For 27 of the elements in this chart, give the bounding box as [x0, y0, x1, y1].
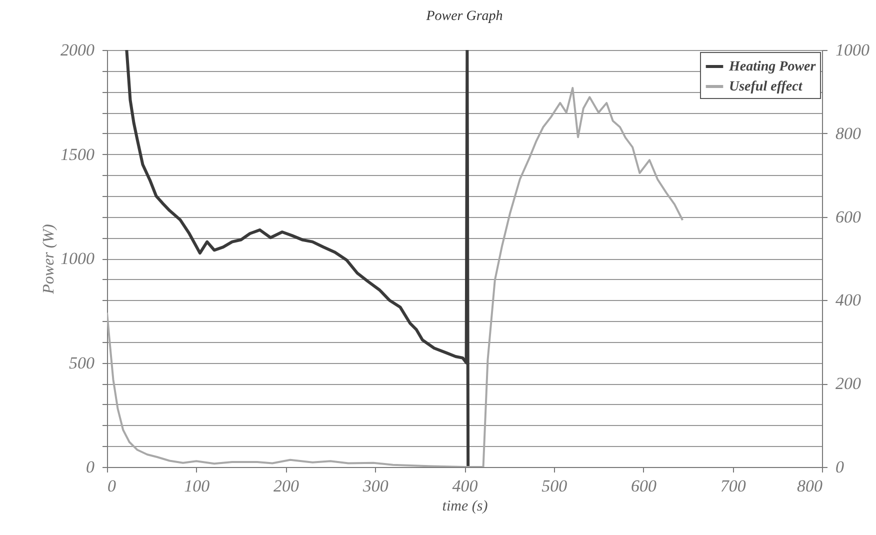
- line-series: [125, 50, 470, 467]
- y2-tick-label: 600: [836, 207, 862, 226]
- chart-title: Power Graph: [425, 9, 503, 24]
- x-axis-title: time (s): [442, 498, 488, 514]
- y2-tick-label: 400: [836, 290, 862, 310]
- y2-tick-label: 800: [836, 124, 862, 143]
- line-series: [107, 86, 684, 467]
- x-tick-label: 500: [542, 476, 568, 496]
- x-tick-label: 700: [720, 476, 746, 496]
- y-tick-label: 2000: [60, 40, 95, 60]
- x-tick-label: 300: [362, 476, 389, 496]
- y-axis-title: Power (W): [40, 224, 58, 295]
- legend-label: Useful effect: [729, 80, 804, 94]
- y2-tick-label: 1000: [836, 40, 870, 60]
- y-tick-label: 1000: [60, 249, 95, 268]
- y2-tick-label: 0: [836, 458, 844, 476]
- x-tick-label: 400: [452, 476, 478, 496]
- x-tick-label: 100: [184, 476, 210, 496]
- y-tick-label: 1500: [60, 144, 95, 164]
- x-tick-label: 600: [631, 476, 657, 496]
- y-tick-label: 500: [69, 353, 95, 372]
- legend-label: Heating Power: [728, 60, 816, 74]
- x-tick-label: 200: [274, 476, 300, 496]
- y-tick-label: 0: [86, 458, 95, 476]
- x-tick-label: 0: [108, 476, 116, 496]
- y2-tick-label: 200: [836, 374, 862, 394]
- x-tick-label: 800: [797, 476, 823, 496]
